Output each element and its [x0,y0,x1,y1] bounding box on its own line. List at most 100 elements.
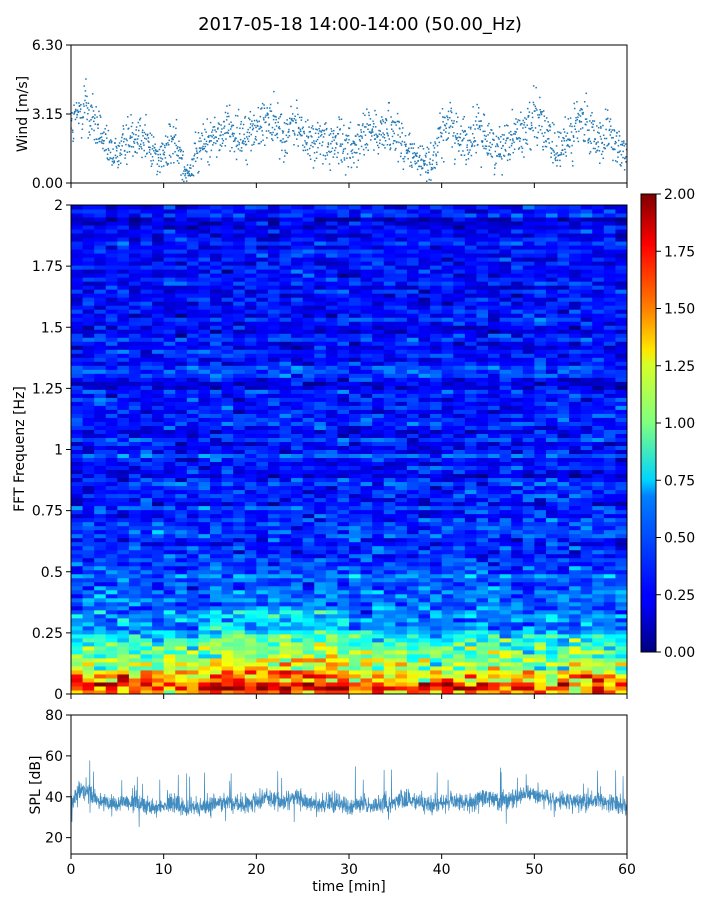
wind-point [277,121,279,124]
spectrogram-cell [603,473,616,479]
wind-point [203,143,205,145]
spectrogram-cell [383,653,396,659]
wind-point [234,137,237,139]
spectrogram-cell [140,601,153,607]
spectrogram-cell [453,581,466,587]
spectrogram-cell [453,533,466,539]
spectrogram-cell [314,469,327,475]
wind-point [220,124,222,126]
spectrogram-cell [569,657,582,663]
wind-point [309,130,311,133]
wind-point [381,119,384,121]
spectrogram-cell [430,549,443,555]
wind-point [109,151,112,154]
wind-point [237,148,240,150]
wind-point [268,124,270,126]
spectrogram-cell [256,625,269,631]
spectrogram-cell [557,665,570,671]
wind-point [173,136,176,138]
wind-point [190,167,192,169]
spectrogram-cell [163,589,176,595]
spectrogram-cell [592,613,605,619]
spectrogram-cell [488,493,501,499]
spectrogram-cell [522,621,535,627]
spectrogram-cell [140,441,153,446]
wind-point [411,143,414,145]
wind-point [525,142,527,144]
spectrogram-cell [499,657,512,663]
wind-point [375,113,377,116]
spectrogram-cell [430,481,443,487]
spectrogram-cell [244,477,257,483]
wind-point [522,119,524,122]
spectrogram-cell [198,565,211,571]
wind-point [531,112,534,114]
spectrogram-cell [175,649,188,655]
spectrogram-cell [314,689,327,694]
spectrogram-cell [152,513,165,519]
spectrogram-cell [464,465,477,471]
wind-point [545,140,547,143]
wind-point [454,135,457,137]
spectrogram-cell [210,593,223,599]
spectrogram-cell [522,561,535,567]
spectrogram-cell [198,601,211,607]
spectrogram-cell [522,637,535,643]
spectrogram-cell [545,445,558,450]
wind-point [415,162,418,164]
spectrogram-cell [499,661,512,667]
spectrogram-cell [152,665,165,671]
wind-point [162,149,164,152]
wind-point [371,129,373,132]
wind-point [582,139,585,142]
spectrogram-cell [314,429,327,434]
spectrogram-cell [152,533,165,539]
wind-point [177,155,180,157]
spectrogram-cell [603,425,616,430]
wind-point [621,143,624,146]
spectrogram-cell [117,513,130,519]
spectrogram-cell [279,665,292,671]
spectrogram-cell [71,473,84,479]
spectrogram-cell [221,461,234,467]
spectrogram-cell [569,573,582,579]
wind-point [247,140,250,143]
spectrogram-cell [337,601,350,607]
spectrogram-cell [186,477,199,483]
spectrogram-cell [464,557,477,563]
wind-point [218,123,221,126]
spectrogram-cell [615,661,627,667]
wind-point [85,104,88,107]
spectrogram-cell [349,601,362,607]
wind-point [274,134,276,137]
spectrogram-cell [117,669,130,675]
wind-point [309,154,311,157]
wind-point [558,136,560,138]
wind-point [519,124,522,126]
spectrogram-cell [372,533,385,539]
spectrogram-cell [360,521,373,527]
spectrogram-cell [395,629,408,635]
wind-point [520,145,523,148]
spectrogram-cell [140,573,153,579]
wind-point [273,90,275,93]
spectrogram-cell [395,545,408,551]
wind-point [201,132,203,135]
wind-point [617,156,619,158]
wind-point [550,152,553,154]
spectrogram-cell [337,529,350,535]
spectrogram-cell [71,565,84,571]
spectrogram-cell [545,633,558,639]
spectrogram-cell [175,469,188,475]
spectrogram-cell [511,681,524,687]
spectrogram-cell [152,553,165,559]
spectrogram-cell [233,561,246,567]
spectrogram-cell [395,573,408,579]
spectrogram-cell [198,577,211,583]
spectrogram-cell [406,461,419,467]
spectrogram-cell [441,673,454,679]
spectrogram-cell [488,465,501,471]
spectrogram-cell [256,545,269,551]
spectrogram-cell [418,497,431,503]
spectrogram-cell [117,417,130,422]
